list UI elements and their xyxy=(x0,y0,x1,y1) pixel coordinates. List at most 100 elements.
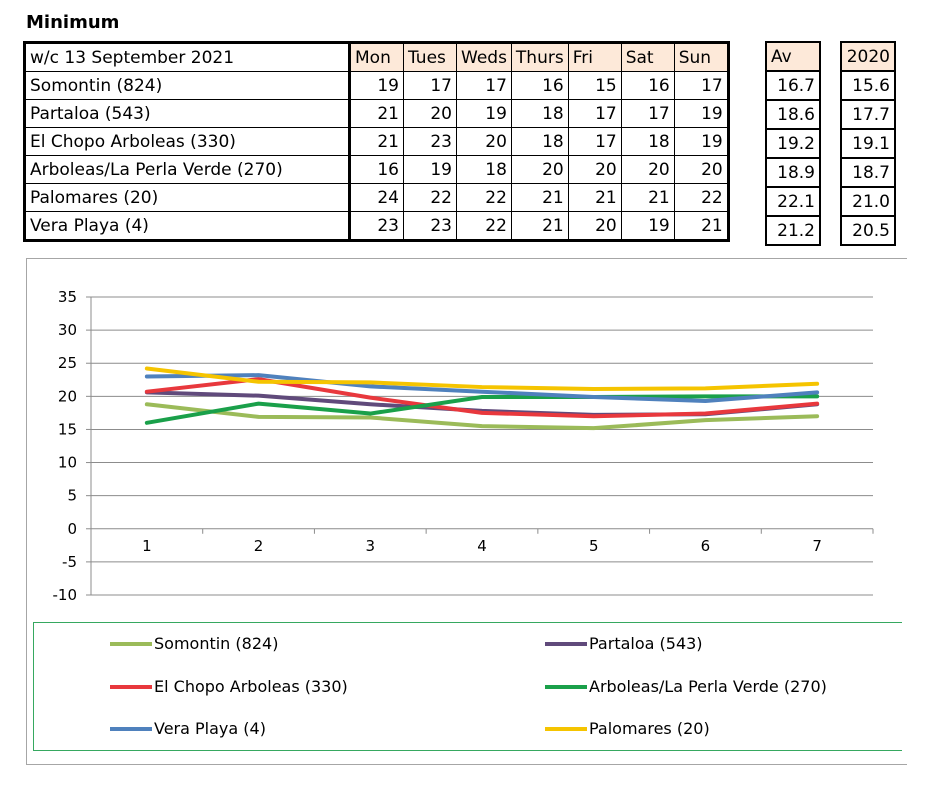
temperature-cell: 23 xyxy=(349,211,404,241)
y-tick-label: 20 xyxy=(58,387,77,405)
average-cell: 16.7 xyxy=(765,70,821,101)
temperature-cell: 17 xyxy=(673,71,729,100)
previous-year-cell: 15.6 xyxy=(840,70,896,101)
series-line xyxy=(144,377,820,419)
average-header: Av xyxy=(765,41,821,72)
legend-label: Palomares (20) xyxy=(589,719,710,738)
temperature-cell: 21 xyxy=(620,183,675,212)
legend-swatch xyxy=(545,726,587,731)
temperature-cell: 21 xyxy=(510,183,569,212)
y-tick-label: 0 xyxy=(67,520,77,538)
legend-item: El Chopo Arboleas (330) xyxy=(110,677,348,696)
temperature-cell: 21 xyxy=(510,211,569,241)
temperature-cell: 20 xyxy=(567,211,622,241)
temperature-cell: 19 xyxy=(673,99,729,128)
chart-legend: Somontin (824) Partaloa (543) El Chopo Arb… xyxy=(33,622,902,751)
legend-swatch xyxy=(545,641,587,646)
station-name: Partaloa (543) xyxy=(24,99,351,128)
temperature-cell: 19 xyxy=(673,127,729,156)
day-header: Weds xyxy=(456,42,512,72)
temperature-cell: 21 xyxy=(673,211,729,241)
temperature-cell: 18 xyxy=(510,127,569,156)
series-line xyxy=(144,366,820,392)
day-header: Sun xyxy=(673,42,729,72)
y-tick-label: 30 xyxy=(58,321,77,339)
temperature-cell: 23 xyxy=(403,211,457,241)
temperature-cell: 18 xyxy=(620,127,675,156)
average-cell: 21.2 xyxy=(765,215,821,246)
legend-label: Partaloa (543) xyxy=(589,634,703,653)
average-cell: 19.2 xyxy=(765,128,821,159)
x-tick-label: 4 xyxy=(477,537,487,555)
temperature-cell: 17 xyxy=(567,127,622,156)
station-name: Somontin (824) xyxy=(24,71,351,100)
temperature-cell: 20 xyxy=(620,155,675,184)
y-tick-label: 25 xyxy=(58,354,77,372)
legend-swatch xyxy=(110,684,152,689)
x-tick-label: 2 xyxy=(254,537,264,555)
temperature-cell: 17 xyxy=(620,99,675,128)
legend-item: Vera Playa (4) xyxy=(110,719,266,738)
previous-year-header: 2020 xyxy=(840,41,896,72)
previous-year-table: 2020 15.6 17.7 19.1 18.7 21.0 20.5 xyxy=(840,41,896,246)
y-tick-label: 35 xyxy=(58,288,77,306)
average-table: Av 16.7 18.6 19.2 18.9 22.1 21.2 xyxy=(765,41,821,246)
temperature-cell: 22 xyxy=(403,183,457,212)
line-chart: 35 30 25 20 15 10 5 0 -5 -10 1 2 3 4 5 6 7 xyxy=(53,288,874,604)
series-line xyxy=(144,373,820,403)
temperature-cell: 18 xyxy=(456,155,512,184)
y-tick-label: 15 xyxy=(58,420,77,438)
table-row: Somontin (824) 19 17 17 16 15 16 17 xyxy=(24,71,729,100)
station-name: Vera Playa (4) xyxy=(24,211,351,241)
temperature-cell: 19 xyxy=(403,155,457,184)
table-row: Partaloa (543) 21 20 19 18 17 17 19 xyxy=(24,99,729,128)
page-heading: Minimum xyxy=(26,12,120,33)
legend-label: El Chopo Arboleas (330) xyxy=(154,677,348,696)
y-tick-label: -10 xyxy=(53,586,78,604)
temperature-cell: 21 xyxy=(567,183,622,212)
legend-item: Palomares (20) xyxy=(545,719,710,738)
previous-year-cell: 19.1 xyxy=(840,128,896,159)
y-tick-label: 5 xyxy=(67,487,77,505)
temperature-table: w/c 13 September 2021 Mon Tues Weds Thur… xyxy=(23,41,730,242)
y-tick-label: -5 xyxy=(62,553,77,571)
series-line xyxy=(144,394,820,425)
temperature-cell: 20 xyxy=(673,155,729,184)
station-name: Arboleas/La Perla Verde (270) xyxy=(24,155,351,184)
temperature-cell: 20 xyxy=(510,155,569,184)
temperature-cell: 21 xyxy=(349,99,404,128)
table-row: Vera Playa (4) 23 23 22 21 20 19 21 xyxy=(24,211,729,241)
temperature-cell: 20 xyxy=(567,155,622,184)
day-header: Fri xyxy=(567,42,622,72)
temperature-cell: 16 xyxy=(510,71,569,100)
temperature-cell: 23 xyxy=(403,127,457,156)
y-tick-label: 10 xyxy=(58,454,77,472)
temperature-cell: 16 xyxy=(349,155,404,184)
previous-year-cell: 17.7 xyxy=(840,99,896,130)
temperature-cell: 20 xyxy=(403,99,457,128)
legend-item: Arboleas/La Perla Verde (270) xyxy=(545,677,827,696)
temperature-cell: 21 xyxy=(349,127,404,156)
day-header: Tues xyxy=(403,42,457,72)
table-row: Arboleas/La Perla Verde (270) 16 19 18 20 20 2… xyxy=(24,155,729,184)
legend-swatch xyxy=(110,726,152,731)
temperature-cell: 17 xyxy=(403,71,457,100)
temperature-cell: 22 xyxy=(673,183,729,212)
previous-year-cell: 18.7 xyxy=(840,157,896,188)
temperature-cell: 22 xyxy=(456,211,512,241)
temperature-cell: 15 xyxy=(567,71,622,100)
legend-label: Somontin (824) xyxy=(154,634,279,653)
day-header: Sat xyxy=(620,42,675,72)
day-header: Thurs xyxy=(510,42,569,72)
legend-item: Somontin (824) xyxy=(110,634,278,653)
legend-item: Partaloa (543) xyxy=(545,634,703,653)
average-cell: 18.9 xyxy=(765,157,821,188)
x-tick-label: 1 xyxy=(142,537,152,555)
legend-swatch xyxy=(110,641,152,646)
table-header-row: w/c 13 September 2021 Mon Tues Weds Thur… xyxy=(24,42,729,72)
temperature-cell: 24 xyxy=(349,183,404,212)
legend-label: Arboleas/La Perla Verde (270) xyxy=(589,677,827,696)
legend-label: Vera Playa (4) xyxy=(154,719,266,738)
week-label: w/c 13 September 2021 xyxy=(24,42,351,72)
average-cell: 22.1 xyxy=(765,186,821,217)
